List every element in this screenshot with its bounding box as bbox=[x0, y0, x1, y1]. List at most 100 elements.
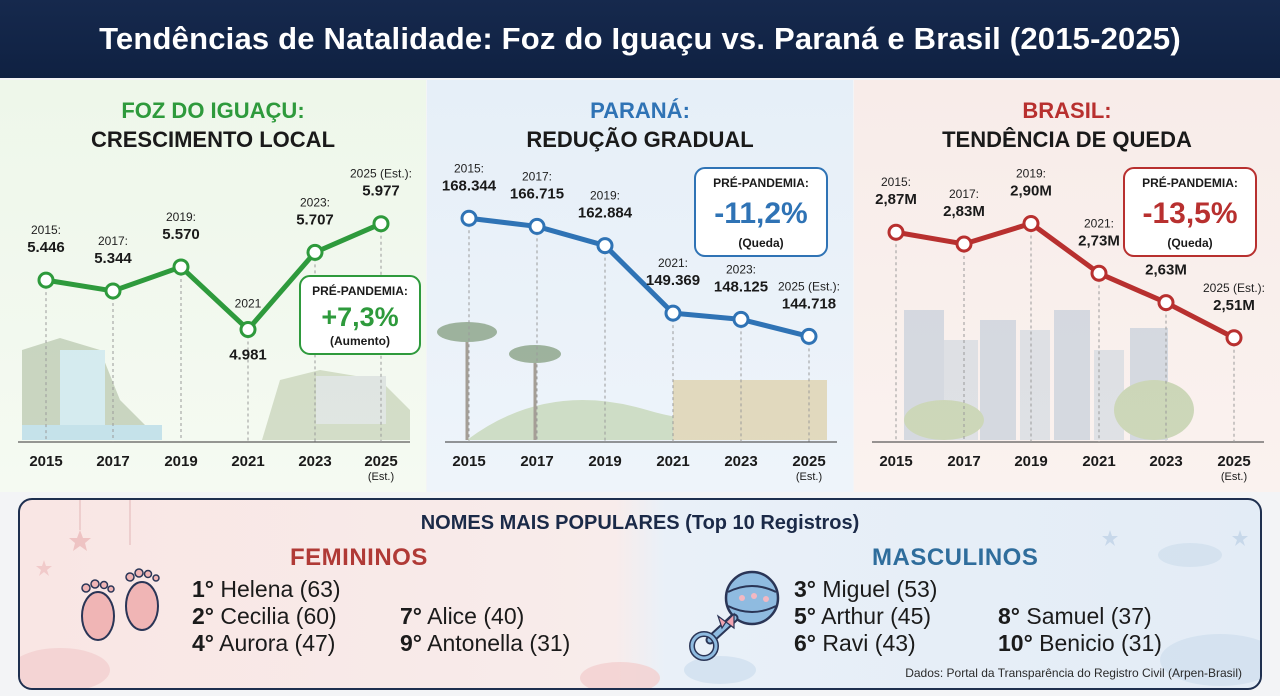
chart-foz-line: FOZ DO IGUAÇU: CRESCIMENTO LOCAL 2015: 5.44… bbox=[18, 98, 421, 483]
point-value-label: 168.344 bbox=[442, 177, 497, 194]
point-value-label: 5.570 bbox=[162, 226, 200, 243]
data-point bbox=[172, 258, 190, 276]
x-tick-label: 2025 bbox=[792, 453, 825, 470]
female-names-title: FEMININOS bbox=[290, 544, 428, 571]
callout-value: -11,2% bbox=[714, 197, 807, 230]
data-source-note: Dados: Portal da Transparência do Regist… bbox=[905, 666, 1242, 680]
point-year-label: 2015: bbox=[881, 175, 911, 189]
point-year-label: 2021 bbox=[235, 297, 262, 311]
series-line bbox=[468, 215, 810, 339]
chart-background-scenery bbox=[904, 310, 1194, 440]
data-point bbox=[37, 271, 55, 289]
data-point bbox=[1157, 294, 1175, 312]
male-name-5: 5° Arthur (45) bbox=[794, 603, 932, 629]
point-value-label: 4.981 bbox=[229, 347, 267, 364]
point-year-label: 2017: bbox=[522, 169, 552, 183]
x-tick-sublabel: (Est.) bbox=[368, 471, 394, 483]
tree-shape bbox=[904, 400, 984, 440]
callout-note: (Queda) bbox=[1167, 236, 1212, 250]
dam-wall-shape bbox=[316, 376, 386, 424]
point-year-label: 2019: bbox=[590, 189, 620, 203]
point-value-label: 5.707 bbox=[296, 211, 334, 228]
building-shape bbox=[1054, 310, 1090, 440]
point-value-label: 2,83M bbox=[943, 203, 985, 220]
building-shape bbox=[1020, 330, 1050, 440]
building-shape bbox=[980, 320, 1016, 440]
chart-title-line1: FOZ DO IGUAÇU: bbox=[121, 98, 304, 123]
point-value-label: 2,90M bbox=[1010, 182, 1052, 199]
charts-row: FOZ DO IGUAÇU: CRESCIMENTO LOCAL 2015: 5.44… bbox=[0, 80, 1280, 492]
x-tick-label: 2019 bbox=[1014, 453, 1047, 470]
chart-title-line1: BRASIL: bbox=[1022, 98, 1111, 123]
chart-panel-brasil: BRASIL: TENDÊNCIA DE QUEDA 2015: 2,87M 2017:… bbox=[854, 80, 1280, 492]
x-tick-label: 2025 bbox=[1217, 453, 1250, 470]
chart-background-scenery bbox=[22, 338, 410, 440]
chart-background-scenery bbox=[437, 322, 827, 440]
chart-title-line1: PARANÁ: bbox=[590, 98, 690, 123]
callout-label: PRÉ-PANDEMIA: bbox=[713, 175, 809, 190]
page-title: Tendências de Natalidade: Foz do Iguaçu … bbox=[99, 21, 1181, 56]
point-value-label: 5.977 bbox=[362, 183, 400, 200]
point-value-label: 5.344 bbox=[94, 250, 132, 267]
x-tick-label: 2015 bbox=[879, 453, 912, 470]
point-year-label: 2019: bbox=[166, 210, 196, 224]
callout-value: +7,3% bbox=[321, 302, 398, 332]
chart-brasil-line: BRASIL: TENDÊNCIA DE QUEDA 2015: 2,87M 2017:… bbox=[872, 98, 1265, 483]
x-tick-label: 2015 bbox=[29, 453, 62, 470]
names-background-decor bbox=[20, 500, 1260, 688]
point-year-label: 2019: bbox=[1016, 166, 1046, 180]
point-value-label: 166.715 bbox=[510, 185, 564, 202]
data-point bbox=[239, 321, 257, 339]
male-name-6: 6° Ravi (43) bbox=[794, 630, 916, 656]
araucaria-tree bbox=[437, 322, 497, 342]
callout-label: PRÉ-PANDEMIA: bbox=[1142, 175, 1238, 190]
data-point bbox=[596, 237, 614, 255]
point-value-label: 5.446 bbox=[27, 239, 65, 256]
x-tick-label: 2023 bbox=[298, 453, 331, 470]
x-tick-label: 2017 bbox=[947, 453, 980, 470]
point-value-label: 2,87M bbox=[875, 191, 917, 208]
callout-value: -13,5% bbox=[1142, 197, 1237, 230]
chart-panel-parana: PARANÁ: REDUÇÃO GRADUAL 2015: 168.344 2017: 1… bbox=[427, 80, 853, 492]
data-point bbox=[732, 310, 750, 328]
x-tick-label: 2023 bbox=[724, 453, 757, 470]
baby-rattle-icon bbox=[689, 570, 780, 661]
chart-parana-line: PARANÁ: REDUÇÃO GRADUAL 2015: 168.344 2017: 1… bbox=[437, 98, 840, 483]
point-year-label: 2023: bbox=[726, 262, 756, 276]
x-tick-label: 2021 bbox=[1082, 453, 1115, 470]
waterfall-shape bbox=[60, 350, 105, 430]
female-name-7: 7° Alice (40) bbox=[400, 603, 525, 629]
names-title: NOMES MAIS POPULARES (Top 10 Registros) bbox=[420, 512, 860, 534]
x-tick-label: 2025 bbox=[364, 453, 397, 470]
chart-title-line2: CRESCIMENTO LOCAL bbox=[91, 127, 335, 152]
x-tick-label: 2023 bbox=[1149, 453, 1182, 470]
data-point bbox=[800, 327, 818, 345]
callout-note: (Aumento) bbox=[330, 334, 390, 348]
data-point bbox=[306, 243, 324, 261]
point-year-label: 2023: bbox=[300, 195, 330, 209]
data-point bbox=[664, 304, 682, 322]
chart-panel-foz: FOZ DO IGUAÇU: CRESCIMENTO LOCAL 2015: 5.44… bbox=[0, 80, 426, 492]
point-value-label: 2,51M bbox=[1213, 297, 1255, 314]
series-line bbox=[895, 220, 1236, 340]
male-name-10: 10° Benicio (31) bbox=[998, 630, 1162, 656]
male-name-3: 3° Miguel (53) bbox=[794, 576, 938, 602]
point-year-label: 2025 (Est.): bbox=[778, 279, 840, 293]
araucaria-tree bbox=[509, 345, 561, 363]
callout-box bbox=[299, 275, 421, 355]
female-name-2: 2° Cecilia (60) bbox=[192, 603, 337, 629]
x-tick-label: 2017 bbox=[520, 453, 553, 470]
data-point bbox=[372, 215, 390, 233]
series-line bbox=[45, 221, 382, 333]
point-value-label: 148.125 bbox=[714, 278, 768, 295]
x-tick-label: 2021 bbox=[656, 453, 689, 470]
point-year-label: 2021: bbox=[658, 256, 688, 270]
callout-label: PRÉ-PANDEMIA: bbox=[312, 283, 408, 298]
male-names-title: MASCULINOS bbox=[872, 544, 1039, 571]
point-value-label: 162.884 bbox=[578, 205, 633, 222]
field-shape bbox=[673, 380, 827, 440]
chart-title-line2: TENDÊNCIA DE QUEDA bbox=[942, 127, 1192, 152]
tree-shape bbox=[1114, 380, 1194, 440]
female-name-1: 1° Helena (63) bbox=[192, 576, 341, 602]
chart-title-line2: REDUÇÃO GRADUAL bbox=[526, 127, 753, 152]
